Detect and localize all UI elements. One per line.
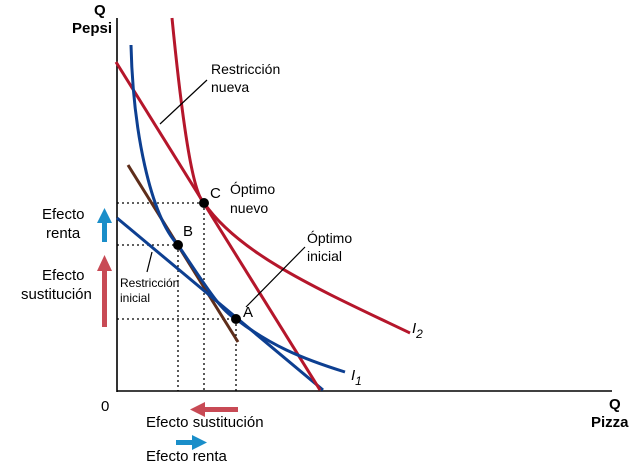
point-b-dot	[173, 240, 183, 250]
point-a-label: A	[243, 304, 253, 321]
new-constraint-label-line1: Restricción	[211, 61, 280, 77]
income-effect-vertical-line1: Efecto	[42, 206, 85, 223]
point-c-label: C	[210, 185, 221, 202]
new-budget-line	[114, 61, 322, 391]
substitution-effect-horizontal-label: Efecto sustitución	[146, 414, 264, 431]
new-optimum-label-line1: Óptimo	[230, 181, 275, 197]
substitution-effect-up-arrow-icon	[97, 255, 112, 327]
substitution-effect-left-arrow-icon	[190, 402, 238, 417]
substitution-effect-vertical-line2: sustitución	[21, 286, 92, 303]
initial-constraint-pointer	[146, 251, 153, 273]
new-optimum-label-line2: nuevo	[230, 200, 268, 216]
x-axis-label-q: Q	[609, 396, 621, 413]
income-effect-horizontal-label: Efecto renta	[146, 448, 228, 465]
i1-label: I1	[351, 367, 362, 388]
new-constraint-pointer	[159, 79, 208, 125]
y-axis-label-q: Q	[94, 2, 106, 19]
i2-label: I2	[412, 320, 423, 341]
income-effect-vertical-line2: renta	[46, 225, 81, 242]
initial-optimum-label-line2: inicial	[307, 248, 342, 264]
y-axis-label-pepsi: Pepsi	[72, 20, 112, 37]
initial-constraint-label-line1: Restricción	[120, 276, 179, 290]
x-axis-label-pizza: Pizza	[591, 414, 629, 431]
indifference-curve-i1	[129, 44, 346, 374]
point-c-dot	[199, 198, 209, 208]
indifference-curve-i2	[170, 17, 411, 335]
substitution-effect-vertical-line1: Efecto	[42, 267, 85, 284]
origin-label: 0	[101, 398, 109, 415]
point-b-label: B	[183, 223, 193, 240]
income-effect-right-arrow-icon	[176, 435, 207, 450]
initial-constraint-label-line2: inicial	[120, 291, 150, 305]
initial-optimum-label-line1: Óptimo	[307, 230, 352, 246]
new-constraint-label-line2: nueva	[211, 79, 249, 95]
initial-optimum-pointer	[245, 246, 306, 308]
point-a-dot	[231, 314, 241, 324]
income-effect-up-arrow-icon	[97, 208, 112, 242]
